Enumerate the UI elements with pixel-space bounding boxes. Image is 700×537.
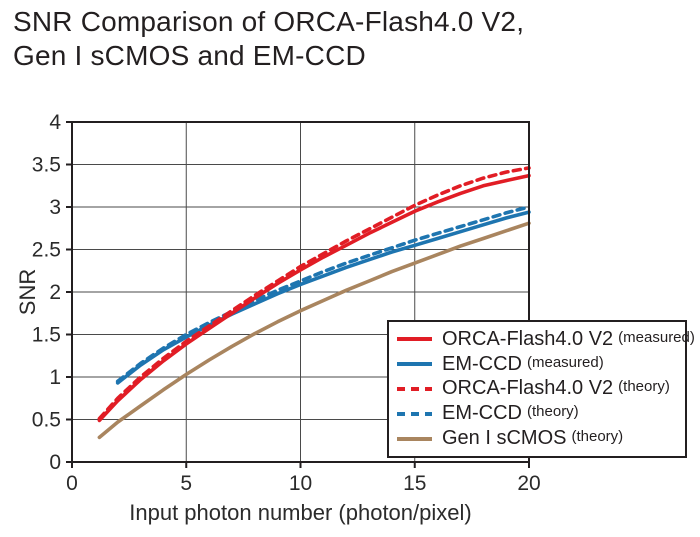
x-axis-title: Input photon number (photon/pixel): [129, 500, 472, 525]
legend-label: Gen I sCMOS: [442, 427, 567, 450]
legend-note: (theory): [527, 403, 579, 421]
legend-swatch-solid: [397, 362, 432, 367]
y-tick-label: 0.5: [32, 409, 61, 432]
curve-emccd-measured: [115, 210, 531, 385]
x-tick-label: 15: [403, 472, 426, 495]
legend-label: EM-CCD: [442, 402, 522, 425]
curve-orca-measured: [97, 173, 531, 423]
curve-orca-theory: [97, 166, 531, 421]
legend-swatch-dashed: [397, 411, 432, 416]
legend-item-orca-measured: ORCA-Flash4.0 V2 (measured): [397, 327, 695, 351]
legend-note: (measured): [527, 353, 604, 371]
curve-gen1-scmos-theory: [97, 221, 531, 440]
y-tick-label: 1: [49, 366, 61, 389]
y-axis-title: SNR: [15, 268, 40, 316]
legend-label: ORCA-Flash4.0 V2: [442, 377, 614, 400]
legend-label: EM-CCD: [442, 352, 522, 375]
chart-title-line-2: Gen I sCMOS and EM-CCD: [13, 40, 366, 71]
y-tick-label: 0: [49, 451, 61, 474]
legend-swatch-solid: [397, 436, 432, 441]
legend-note: (theory): [571, 428, 624, 446]
y-tick-label: 3: [49, 196, 61, 219]
x-tick-label: 10: [289, 472, 312, 495]
legend-item-orca-theory: ORCA-Flash4.0 V2 (theory): [397, 377, 677, 400]
legend-swatch-solid: [397, 337, 432, 342]
chart-title: SNR Comparison of ORCA-Flash4.0 V2, Gen …: [13, 5, 524, 73]
y-tick-label: 2: [49, 281, 61, 304]
chart-title-line-1: SNR Comparison of ORCA-Flash4.0 V2,: [13, 6, 525, 37]
x-tick-label: 5: [180, 472, 192, 495]
x-tick-label: 20: [517, 472, 540, 495]
legend-label: ORCA-Flash4.0 V2: [442, 327, 614, 350]
legend-item-emccd-measured: EM-CCD (measured): [397, 353, 677, 376]
y-tick-label: 2.5: [32, 239, 61, 262]
x-tick-label: 0: [66, 472, 78, 495]
legend-item-emccd-theory: EM-CCD (theory): [397, 402, 677, 425]
curve-emccd-theory: [115, 205, 531, 384]
legend-note: (theory): [618, 378, 670, 396]
legend-item-gen1-scmos-theory: Gen I sCMOS (theory): [397, 427, 677, 450]
y-tick-label: 3.5: [32, 154, 61, 177]
legend: ORCA-Flash4.0 V2 (measured) EM-CCD (measure…: [387, 320, 695, 458]
legend-swatch-dashed: [397, 386, 432, 391]
y-tick-label: 1.5: [32, 324, 61, 347]
y-tick-label: 4: [49, 111, 61, 134]
legend-note: (measured): [618, 328, 695, 346]
